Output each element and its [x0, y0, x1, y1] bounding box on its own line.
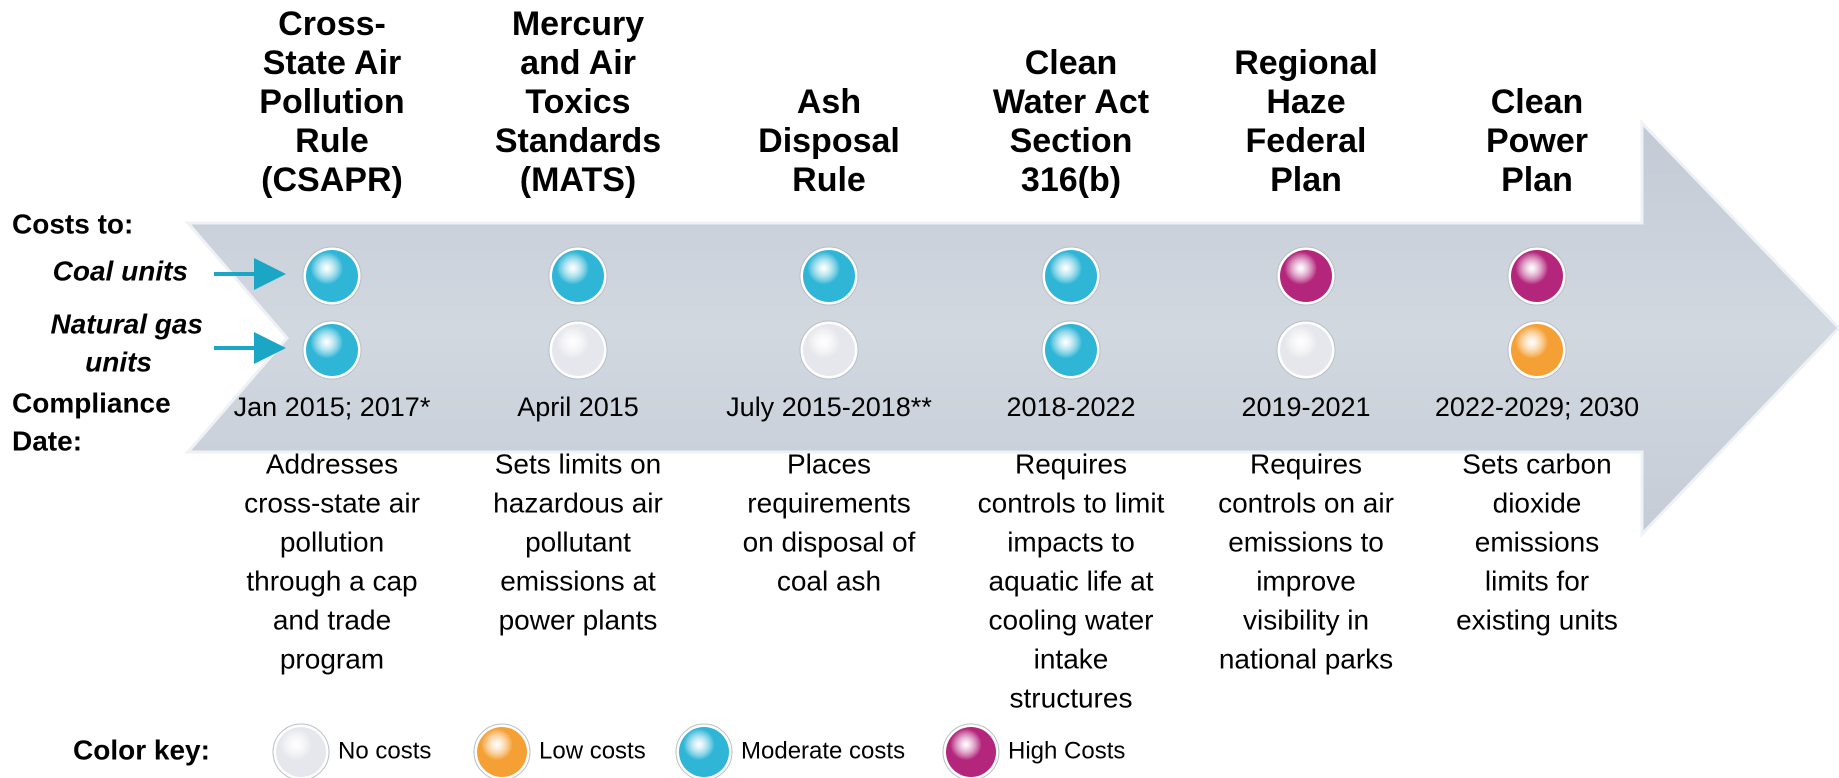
cost-dot — [306, 324, 358, 376]
rule-title: Power — [1486, 122, 1588, 160]
rule-description: emissions — [1475, 526, 1599, 557]
cost-dot — [803, 324, 855, 376]
cost-dot — [276, 727, 326, 777]
rule-description: and trade — [273, 604, 391, 635]
rule-title: Rule — [295, 122, 369, 160]
compliance-label: Compliance — [12, 387, 171, 418]
cost-dot — [306, 250, 358, 302]
rule-title: 316(b) — [1021, 161, 1121, 199]
rule-title: Clean — [1491, 83, 1584, 121]
compliance-date: 2019-2021 — [1241, 392, 1370, 422]
rule-title: Pollution — [259, 83, 404, 121]
rule-title: Disposal — [758, 122, 900, 160]
rule-description: Sets limits on — [495, 448, 662, 479]
gas-units-label: units — [85, 346, 152, 377]
rule-description: limits for — [1485, 565, 1589, 596]
rule-description: hazardous air — [493, 487, 663, 518]
cost-dot — [1280, 324, 1332, 376]
rule-description: intake — [1034, 643, 1109, 674]
cost-dot — [1280, 250, 1332, 302]
coal-units-label: Coal units — [53, 255, 188, 286]
rule-description: improve — [1256, 565, 1356, 596]
cost-dot — [1045, 324, 1097, 376]
rule-description: visibility in — [1243, 604, 1369, 635]
rule-description: controls on air — [1218, 487, 1394, 518]
compliance-date: 2022-2029; 2030 — [1435, 392, 1639, 422]
timeline-arrow — [184, 119, 1839, 538]
rule-title: (MATS) — [520, 161, 636, 199]
rule-title: Ash — [797, 83, 861, 121]
color-key-label: No costs — [338, 737, 431, 764]
compliance-date: April 2015 — [517, 392, 639, 422]
rule-description: cross-state air — [244, 487, 420, 518]
cost-dot — [1045, 250, 1097, 302]
rule-description: controls to limit — [978, 487, 1165, 518]
rule-description: emissions to — [1228, 526, 1384, 557]
cost-dot — [477, 727, 527, 777]
rule-title: Water Act — [993, 83, 1149, 121]
cost-dot — [1511, 250, 1563, 302]
rule-title: Toxics — [525, 83, 630, 121]
rule-title: Section — [1010, 122, 1133, 160]
cost-dot — [1511, 324, 1563, 376]
color-key-label: Moderate costs — [741, 737, 905, 764]
cost-dot — [552, 250, 604, 302]
rule-description: pollutant — [525, 526, 631, 557]
compliance-date: 2018-2022 — [1006, 392, 1135, 422]
rule-description: dioxide — [1493, 487, 1582, 518]
cost-dot — [803, 250, 855, 302]
compliance-label: Date: — [12, 425, 82, 456]
rule-title: and Air — [520, 44, 636, 82]
rule-description: Requires — [1015, 448, 1127, 479]
color-key-label: Low costs — [539, 737, 646, 764]
rule-title: Federal — [1246, 122, 1367, 160]
costs-to-label: Costs to: — [12, 208, 133, 239]
rule-description: structures — [1010, 682, 1133, 713]
compliance-date: July 2015-2018** — [726, 392, 932, 422]
rule-description: pollution — [280, 526, 384, 557]
rule-description: cooling water — [989, 604, 1154, 635]
rule-description: coal ash — [777, 565, 881, 596]
cost-dot — [946, 727, 996, 777]
rule-title: Regional — [1234, 44, 1378, 82]
rule-description: through a cap — [246, 565, 417, 596]
color-key-label: High Costs — [1008, 737, 1125, 764]
cost-dot — [552, 324, 604, 376]
rule-description: emissions at — [500, 565, 656, 596]
rule-description: national parks — [1219, 643, 1393, 674]
rule-title: Rule — [792, 161, 866, 199]
rule-title: Standards — [495, 122, 661, 160]
cost-dot — [679, 727, 729, 777]
rule-description: on disposal of — [743, 526, 916, 557]
rule-description: existing units — [1456, 604, 1618, 635]
rule-description: program — [280, 643, 384, 674]
rule-description: aquatic life at — [989, 565, 1154, 596]
rule-title: Mercury — [512, 5, 644, 43]
rule-description: power plants — [499, 604, 658, 635]
compliance-date: Jan 2015; 2017* — [234, 392, 431, 422]
rule-description: Sets carbon — [1462, 448, 1611, 479]
rule-description: impacts to — [1007, 526, 1135, 557]
rule-description: requirements — [747, 487, 910, 518]
rule-title: (CSAPR) — [261, 161, 403, 199]
rule-title: Plan — [1501, 161, 1573, 199]
rule-description: Requires — [1250, 448, 1362, 479]
rule-title: Clean — [1025, 44, 1118, 82]
rule-description: Places — [787, 448, 871, 479]
gas-units-label: Natural gas — [51, 308, 204, 339]
rule-title: Cross- — [278, 5, 386, 43]
rule-title: State Air — [263, 44, 402, 82]
color-key-title: Color key: — [73, 734, 210, 765]
rule-title: Haze — [1266, 83, 1345, 121]
rule-title: Plan — [1270, 161, 1342, 199]
rule-description: Addresses — [266, 448, 398, 479]
